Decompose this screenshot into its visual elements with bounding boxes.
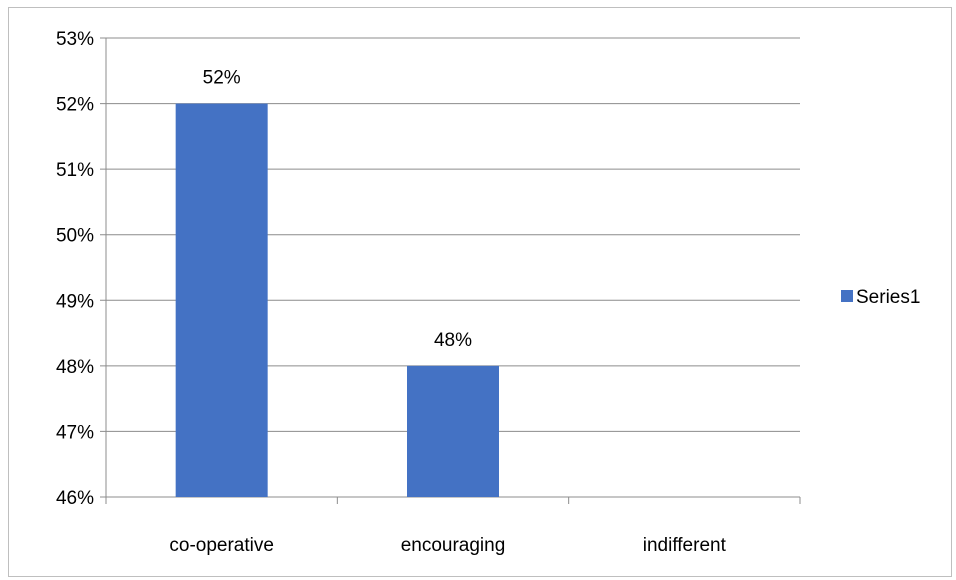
x-category-label: encouraging <box>401 535 506 556</box>
bar-co-operative <box>175 103 268 498</box>
data-label: 48% <box>434 330 472 351</box>
bars <box>175 103 499 498</box>
y-tick-label: 53% <box>56 29 94 50</box>
legend-label: Series1 <box>856 287 920 308</box>
data-label: 52% <box>203 68 241 89</box>
x-category-label: co-operative <box>169 535 274 556</box>
y-tick-label: 46% <box>56 488 94 509</box>
y-tick-label: 47% <box>56 422 94 443</box>
axes: 46% 47% 48% 49% 50% 51% 52% 53% co-operative enco… <box>56 29 801 556</box>
data-labels: 52% 48% <box>203 68 472 351</box>
legend: Series1 <box>841 287 920 308</box>
y-tick-label: 49% <box>56 291 94 312</box>
y-tick-label: 50% <box>56 226 94 247</box>
y-tick-label: 48% <box>56 357 94 378</box>
bar-encouraging <box>407 365 499 497</box>
y-tick-label: 52% <box>56 95 94 116</box>
legend-swatch <box>841 290 853 302</box>
y-tick-label: 51% <box>56 160 94 181</box>
x-category-label: indifferent <box>643 535 727 556</box>
